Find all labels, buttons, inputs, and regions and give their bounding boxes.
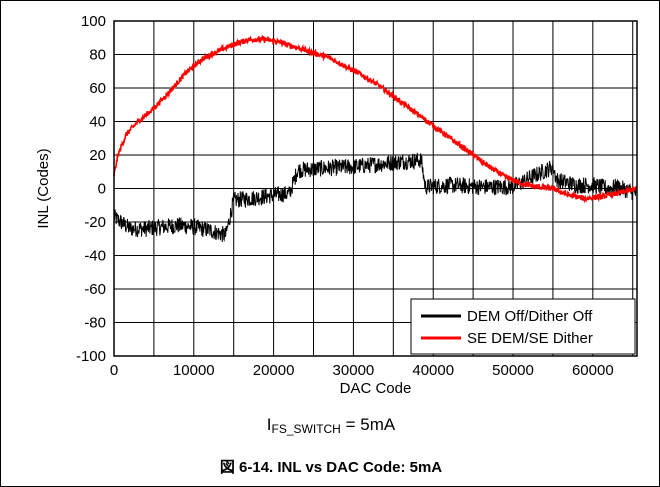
x-tick-label: 30000 bbox=[333, 362, 375, 379]
x-tick-label: 20000 bbox=[253, 362, 295, 379]
y-tick-label: 80 bbox=[89, 47, 106, 64]
y-tick-label: 0 bbox=[98, 181, 106, 198]
x-tick-labels: 0 10000 20000 30000 40000 50000 60000 bbox=[110, 362, 614, 379]
condition-symbol: I bbox=[266, 415, 272, 434]
x-tick-label: 10000 bbox=[173, 362, 215, 379]
condition-value: = 5mA bbox=[340, 415, 396, 434]
y-tick-label: -20 bbox=[84, 214, 106, 231]
y-tick-label: 40 bbox=[89, 114, 106, 131]
y-axis-label: INL (Codes) bbox=[35, 148, 52, 228]
condition-subscript: FS_SWITCH bbox=[271, 422, 341, 436]
series-line-dem-off bbox=[113, 152, 637, 243]
y-tick-labels: 100 80 60 40 20 0 -20 -40 -60 -80 -100 bbox=[76, 13, 106, 365]
plot-border bbox=[113, 20, 638, 357]
legend-entry-dem-off: DEM Off/Dither Off bbox=[467, 308, 593, 325]
y-tick-label: -100 bbox=[76, 348, 106, 365]
x-tick-label: 40000 bbox=[412, 362, 454, 379]
y-tick-label: 60 bbox=[89, 80, 106, 97]
legend-entry-se-dem: SE DEM/SE Dither bbox=[467, 330, 593, 347]
y-tick-label: -80 bbox=[84, 315, 106, 332]
x-tick-label: 60000 bbox=[572, 362, 614, 379]
series-layer bbox=[113, 34, 638, 243]
x-axis-label: DAC Code bbox=[340, 380, 412, 397]
legend-box bbox=[410, 298, 636, 355]
series-line-se-dem bbox=[113, 34, 638, 204]
test-condition: IFS_SWITCH = 5mA bbox=[1, 415, 660, 436]
y-tick-label: 20 bbox=[89, 147, 106, 164]
y-tick-label: -60 bbox=[84, 281, 106, 298]
inl-chart: 100 80 60 40 20 0 -20 -40 -60 -80 -100 0 10000 20000… bbox=[35, 13, 638, 397]
y-tick-label: 100 bbox=[81, 13, 106, 30]
y-tick-label: -40 bbox=[84, 248, 106, 265]
x-tick-label: 50000 bbox=[492, 362, 534, 379]
legend: DEM Off/Dither Off SE DEM/SE Dither bbox=[410, 298, 636, 355]
x-tick-label: 0 bbox=[110, 362, 118, 379]
figure-caption: 図 6-14. INL vs DAC Code: 5mA bbox=[219, 459, 443, 476]
